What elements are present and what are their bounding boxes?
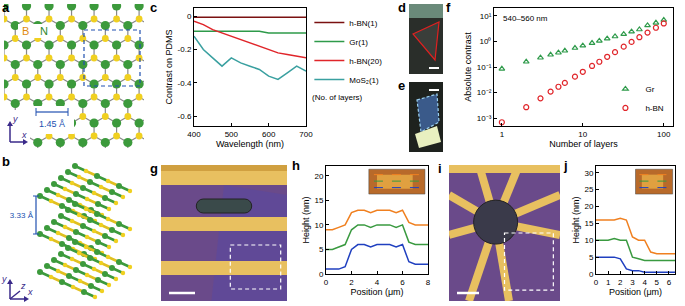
svg-text:Absolute contrast: Absolute contrast (463, 32, 473, 102)
svg-text:0: 0 (319, 270, 324, 279)
svg-text:Number of layers: Number of layers (549, 139, 618, 149)
svg-text:Wavelength (nm): Wavelength (nm) (216, 139, 284, 149)
svg-text:1.45 Å: 1.45 Å (39, 119, 65, 129)
svg-text:Gr(1): Gr(1) (349, 38, 368, 47)
svg-text:30: 30 (584, 169, 593, 178)
svg-text:500: 500 (225, 130, 239, 139)
svg-text:20: 20 (584, 202, 593, 211)
svg-text:y: y (1, 274, 7, 284)
html-text:d: d (398, 0, 406, 15)
svg-text:10: 10 (314, 221, 323, 230)
svg-text:1: 1 (500, 130, 505, 139)
svg-text:0: 0 (589, 270, 594, 279)
svg-text:4: 4 (642, 278, 647, 287)
svg-text:10⁻²: 10⁻² (477, 88, 492, 97)
svg-text:10⁻³: 10⁻³ (477, 114, 492, 123)
svg-text:15: 15 (584, 219, 593, 228)
svg-text:10⁻¹: 10⁻¹ (477, 63, 492, 72)
svg-text:Contrast on PDMS: Contrast on PDMS (164, 29, 174, 104)
html-text:h: h (292, 158, 300, 173)
svg-text:25: 25 (584, 185, 593, 194)
svg-text:h-BN: h-BN (645, 104, 663, 113)
svg-text:100: 100 (657, 130, 671, 139)
svg-text:2: 2 (349, 278, 354, 287)
svg-text:x: x (27, 287, 33, 297)
svg-text:(No. of layers): (No. of layers) (312, 93, 363, 102)
svg-text:10: 10 (584, 236, 593, 245)
html-text:b: b (2, 154, 10, 169)
svg-text:700: 700 (299, 130, 313, 139)
svg-text:Position (μm): Position (μm) (609, 287, 662, 297)
svg-text:x: x (21, 130, 27, 140)
svg-text:6: 6 (667, 278, 672, 287)
svg-text:-0.2: -0.2 (178, 45, 192, 54)
svg-text:20: 20 (314, 172, 323, 181)
svg-text:5: 5 (655, 278, 660, 287)
html-text:i: i (438, 161, 442, 176)
svg-text:y: y (12, 114, 18, 124)
svg-text:-0.6: -0.6 (178, 112, 192, 121)
html-text:j: j (564, 158, 568, 173)
svg-text:10¹: 10¹ (480, 12, 492, 21)
svg-text:4: 4 (375, 278, 380, 287)
svg-text:2: 2 (618, 278, 623, 287)
svg-text:Position (μm): Position (μm) (350, 287, 403, 297)
svg-text:-0.4: -0.4 (178, 79, 192, 88)
html-text:a: a (2, 0, 10, 15)
svg-text:5: 5 (319, 245, 324, 254)
svg-text:10⁰: 10⁰ (479, 37, 491, 46)
svg-text:0: 0 (187, 12, 192, 21)
html-text:g: g (150, 161, 158, 176)
svg-text:Height (nm): Height (nm) (301, 196, 311, 243)
html-text:e: e (398, 78, 406, 93)
svg-text:B: B (22, 25, 29, 37)
svg-text:600: 600 (262, 130, 276, 139)
svg-text:Height (nm): Height (nm) (571, 196, 581, 243)
svg-text:15: 15 (314, 196, 323, 205)
svg-text:N: N (40, 25, 48, 37)
svg-text:8: 8 (426, 278, 431, 287)
html-text:c: c (150, 0, 158, 15)
svg-text:h-BN(20): h-BN(20) (349, 57, 382, 66)
svg-text:3.33 Å: 3.33 Å (10, 211, 34, 220)
svg-text:10: 10 (578, 130, 587, 139)
svg-text:6: 6 (400, 278, 405, 287)
html-text:f: f (446, 0, 451, 15)
svg-text:Gr: Gr (645, 85, 654, 94)
svg-text:1: 1 (606, 278, 611, 287)
svg-text:0: 0 (594, 278, 599, 287)
svg-text:0: 0 (324, 278, 329, 287)
svg-text:400: 400 (187, 130, 201, 139)
svg-text:3: 3 (630, 278, 635, 287)
svg-text:540–560 nm: 540–560 nm (503, 14, 548, 23)
svg-text:5: 5 (589, 253, 594, 262)
svg-text:MoS₂(1): MoS₂(1) (349, 76, 379, 85)
svg-text:h-BN(1): h-BN(1) (349, 19, 377, 28)
svg-text:z: z (20, 281, 26, 291)
